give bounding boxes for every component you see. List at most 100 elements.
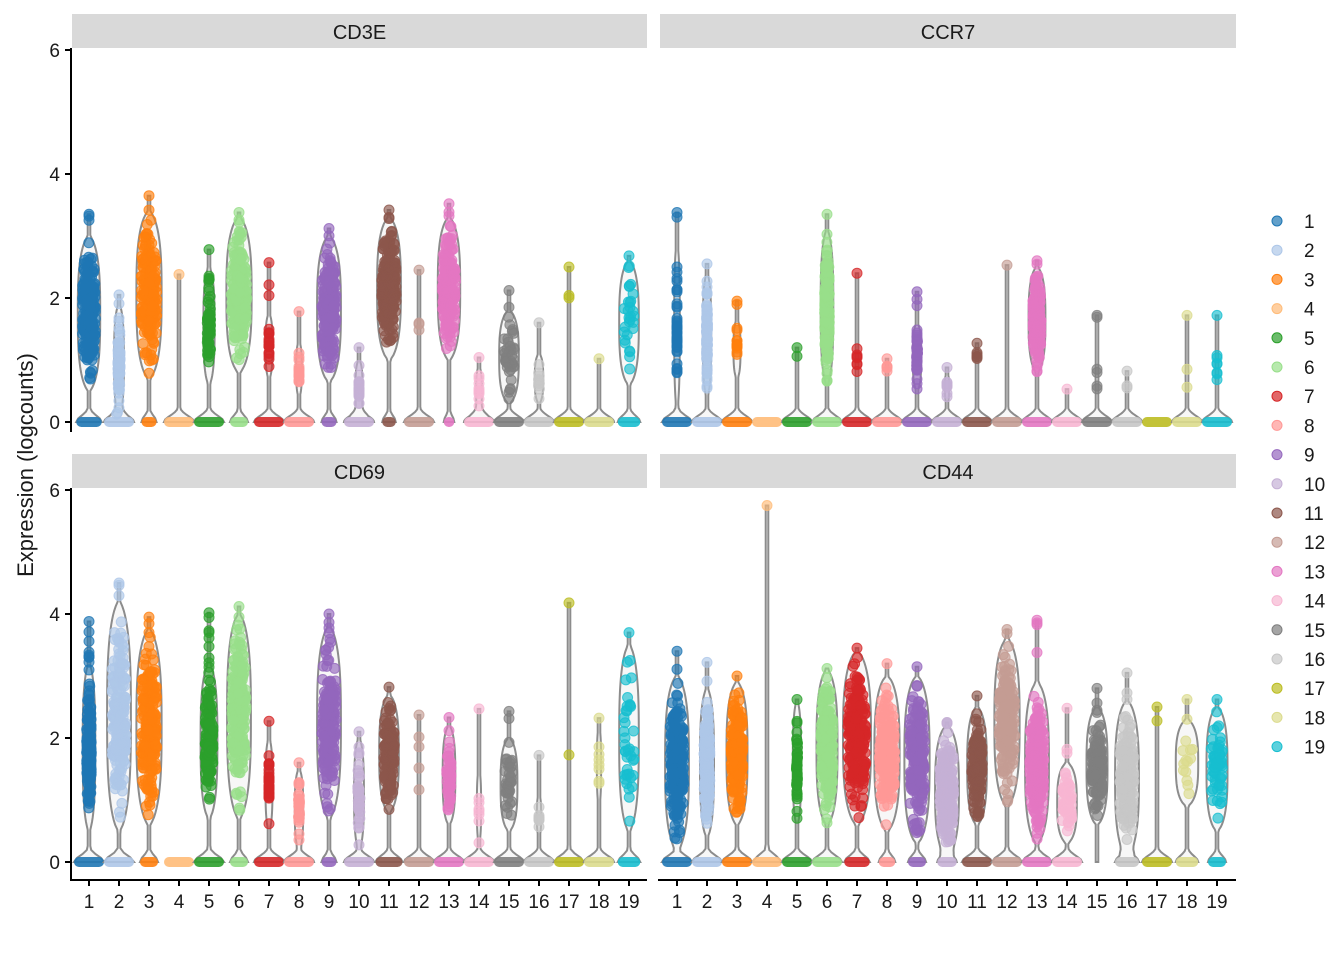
x-tick-label: 4 bbox=[174, 892, 185, 913]
data-point bbox=[234, 272, 246, 284]
x-tick-label: 2 bbox=[702, 892, 713, 913]
data-point bbox=[234, 287, 246, 299]
zero-points bbox=[692, 417, 722, 427]
data-point bbox=[232, 688, 244, 700]
x-tick-label: 16 bbox=[528, 892, 549, 913]
violin-cluster-15 bbox=[1080, 309, 1114, 427]
data-point bbox=[700, 792, 712, 804]
data-point bbox=[821, 277, 833, 289]
x-tick-label: 1 bbox=[84, 892, 95, 913]
data-point bbox=[203, 244, 215, 256]
data-point bbox=[263, 780, 275, 792]
violin-cluster-4 bbox=[749, 500, 785, 867]
data-point bbox=[672, 677, 684, 689]
data-point bbox=[624, 346, 636, 358]
data-point bbox=[293, 306, 305, 318]
x-tick-label: 2 bbox=[114, 892, 125, 913]
data-point bbox=[353, 839, 365, 851]
zero-points bbox=[962, 417, 992, 427]
data-point bbox=[117, 658, 129, 670]
zero-points bbox=[1052, 417, 1082, 427]
data-point bbox=[81, 354, 93, 366]
data-point bbox=[504, 757, 516, 769]
data-point bbox=[202, 296, 214, 308]
data-point bbox=[378, 315, 390, 327]
data-point bbox=[323, 676, 335, 688]
facet-title: CCR7 bbox=[921, 22, 975, 44]
data-point bbox=[236, 659, 248, 671]
data-point bbox=[473, 393, 485, 405]
violin-cluster-2 bbox=[101, 577, 137, 867]
violin-cluster-14 bbox=[462, 352, 496, 427]
data-point bbox=[203, 625, 215, 637]
data-point bbox=[146, 707, 158, 719]
violin-cluster-19 bbox=[1200, 309, 1234, 427]
violin-cluster-6 bbox=[810, 208, 844, 427]
data-point bbox=[83, 705, 95, 717]
violin-cluster-15 bbox=[492, 285, 526, 427]
data-point bbox=[263, 279, 275, 291]
data-point bbox=[728, 695, 740, 707]
data-point bbox=[473, 703, 485, 715]
violin-cluster-3 bbox=[720, 670, 754, 867]
facet-strip bbox=[72, 14, 647, 48]
data-point bbox=[701, 314, 713, 326]
data-point bbox=[628, 725, 640, 737]
data-point bbox=[533, 813, 545, 825]
data-point bbox=[137, 338, 149, 350]
data-point bbox=[115, 627, 127, 639]
data-point bbox=[83, 694, 95, 706]
data-point bbox=[503, 783, 515, 795]
zero-points bbox=[662, 417, 692, 427]
data-point bbox=[619, 739, 631, 751]
data-point bbox=[143, 367, 155, 379]
data-point bbox=[228, 714, 240, 726]
zero-points bbox=[434, 857, 464, 867]
violin-cluster-11 bbox=[373, 681, 405, 867]
data-point bbox=[791, 805, 803, 817]
data-point bbox=[240, 706, 252, 718]
violin-cluster-12 bbox=[402, 709, 436, 867]
data-point bbox=[202, 768, 214, 780]
data-point bbox=[1031, 258, 1043, 270]
violin-cluster-16 bbox=[1110, 365, 1144, 427]
data-point bbox=[293, 828, 305, 840]
data-point bbox=[728, 785, 740, 797]
data-point bbox=[387, 748, 399, 760]
x-tick-label: 11 bbox=[967, 892, 987, 913]
violin-cluster-18 bbox=[582, 353, 616, 427]
data-point bbox=[353, 726, 365, 738]
data-point bbox=[443, 282, 455, 294]
data-point bbox=[671, 645, 683, 657]
y-tick-label: 4 bbox=[49, 165, 60, 186]
zero-points bbox=[164, 417, 194, 427]
data-point bbox=[413, 709, 425, 721]
data-point bbox=[383, 803, 395, 815]
data-point bbox=[1027, 337, 1039, 349]
data-point bbox=[81, 733, 93, 745]
data-point bbox=[380, 706, 392, 718]
zero-points bbox=[782, 417, 812, 427]
zero-points bbox=[404, 857, 434, 867]
data-point bbox=[671, 663, 683, 675]
data-point bbox=[231, 352, 243, 364]
data-point bbox=[622, 296, 634, 308]
data-point bbox=[792, 751, 804, 763]
data-point bbox=[385, 226, 397, 238]
data-point bbox=[627, 769, 639, 781]
violin-outline bbox=[582, 357, 616, 423]
zero-points bbox=[992, 417, 1022, 427]
violin-cluster-6 bbox=[225, 206, 253, 427]
data-point bbox=[114, 811, 126, 823]
zero-points bbox=[254, 417, 284, 427]
data-point bbox=[379, 770, 391, 782]
data-point bbox=[320, 644, 332, 656]
data-point bbox=[145, 790, 157, 802]
violin-cluster-10 bbox=[930, 361, 964, 427]
x-tick-label: 14 bbox=[468, 892, 490, 913]
violin-cluster-9 bbox=[900, 286, 934, 427]
zero-points bbox=[584, 857, 614, 867]
data-point bbox=[113, 590, 125, 602]
violin-cluster-14 bbox=[462, 703, 496, 867]
